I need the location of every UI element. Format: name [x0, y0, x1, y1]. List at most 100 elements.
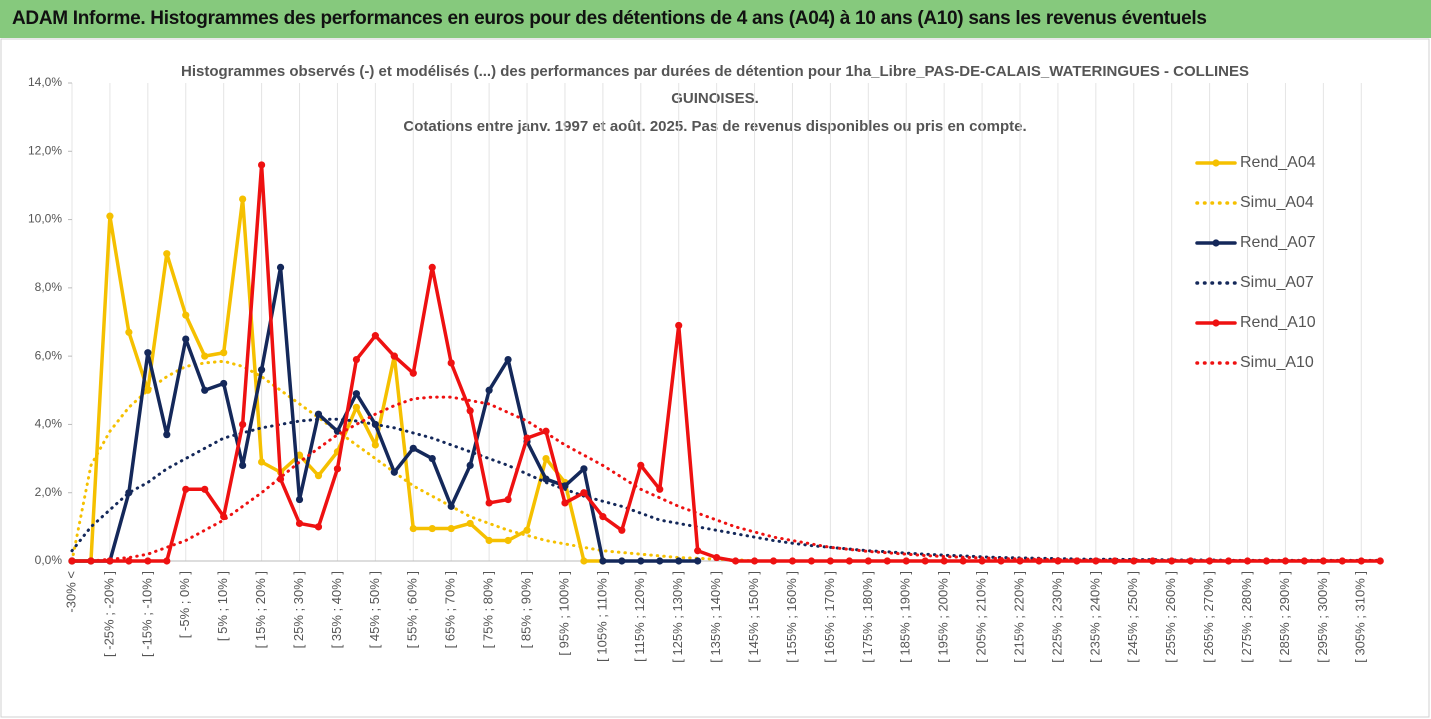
series-line [70, 265, 700, 563]
data-point [921, 557, 929, 565]
series-line [70, 163, 1382, 563]
legend-label: Rend_A04 [1240, 154, 1316, 171]
x-tick-label: [ 295% ; 300% ] [1315, 571, 1330, 663]
legend-marker [1212, 319, 1220, 327]
data-point [371, 332, 379, 340]
header: ADAM Informe. Histogrammes des performan… [0, 0, 1431, 38]
data-point [694, 557, 702, 565]
data-point [144, 557, 152, 565]
data-point [580, 557, 588, 565]
data-point [466, 519, 474, 528]
x-tick-label: [ 155% ; 160% ] [784, 571, 799, 663]
data-point [883, 557, 891, 565]
data-point [239, 195, 247, 203]
data-point [163, 431, 171, 439]
x-tick-label: [ 25% ; 30% ] [291, 571, 306, 648]
data-point [447, 524, 455, 533]
x-tick-label: [ -25% ; -20% ] [101, 571, 116, 657]
data-point [523, 434, 531, 442]
data-point [485, 386, 493, 394]
data-point [1338, 557, 1346, 565]
data-point [713, 553, 721, 562]
data-point [599, 513, 607, 521]
data-point [656, 557, 664, 565]
x-tick-label: [ 175% ; 180% ] [860, 571, 875, 663]
data-point [826, 557, 835, 565]
y-tick-label: 10,0% [28, 212, 62, 226]
series-line [70, 359, 1382, 563]
y-tick-label: 4,0% [35, 417, 63, 431]
data-point [390, 352, 398, 360]
x-tick-label: [ 45% ; 50% ] [367, 571, 382, 648]
data-point [504, 355, 512, 364]
x-tick-label: [ 215% ; 220% ] [1011, 571, 1026, 663]
x-tick-label: [ 15% ; 20% ] [253, 571, 268, 648]
data-point [182, 485, 190, 493]
data-point [352, 355, 360, 364]
data-point [106, 212, 114, 220]
data-point [258, 161, 266, 169]
data-point [201, 352, 209, 360]
x-tick-label: [ 235% ; 240% ] [1087, 571, 1102, 663]
data-point [333, 465, 342, 473]
data-point [959, 557, 967, 565]
chart-title: Cotations entre janv. 1997 et août. 2025… [403, 118, 1026, 135]
data-point [618, 526, 626, 534]
x-tick-label: [ 195% ; 200% ] [936, 571, 951, 663]
x-tick-label: [ 265% ; 270% ] [1201, 571, 1216, 663]
data-point [390, 468, 398, 476]
series-line [70, 417, 1382, 562]
data-point [428, 454, 436, 463]
data-point [637, 461, 645, 469]
x-tick-label: [ 35% ; 40% ] [329, 571, 344, 648]
data-point [447, 359, 455, 367]
legend-label: Simu_A04 [1240, 194, 1314, 211]
x-tick-label: [ 255% ; 260% ] [1163, 571, 1178, 663]
data-point [940, 557, 948, 565]
data-point [201, 386, 209, 394]
data-point [163, 250, 171, 258]
data-point [580, 489, 588, 497]
data-point [295, 519, 304, 528]
data-point [807, 557, 816, 565]
legend-marker [1212, 239, 1220, 247]
data-point [428, 263, 436, 271]
data-point [845, 557, 853, 565]
x-tick-label: [ 165% ; 170% ] [822, 571, 837, 663]
data-point [902, 557, 910, 565]
chart-title: GUINOISES. [671, 90, 759, 107]
data-point [599, 557, 607, 565]
x-tick-label: [ 305% ; 310% ] [1353, 571, 1368, 663]
data-point [732, 557, 740, 565]
data-point [788, 557, 797, 565]
chart-frame [0, 38, 1430, 718]
series-line [70, 395, 1382, 563]
y-tick-label: 6,0% [35, 348, 63, 362]
x-tick-label: [ 135% ; 140% ] [708, 571, 723, 663]
data-point [201, 485, 209, 493]
legend-label: Simu_A10 [1240, 354, 1314, 371]
data-point [523, 526, 531, 534]
data-point [637, 557, 645, 565]
data-point [466, 407, 474, 415]
x-tick-label: [ 55% ; 60% ] [405, 571, 420, 648]
x-tick-label: [ 105% ; 110% ] [594, 571, 609, 662]
data-point [675, 557, 683, 565]
data-point [144, 349, 152, 357]
data-point [220, 349, 228, 357]
legend-marker [1212, 159, 1220, 167]
x-tick-label: [ -5% ; 0% ] [177, 571, 192, 638]
data-point [258, 458, 266, 466]
x-tick-label: [ -15% ; -10% ] [139, 571, 154, 657]
data-point [352, 390, 360, 398]
x-tick-label: [ 85% ; 90% ] [518, 571, 533, 648]
data-point [504, 495, 512, 504]
x-tick-label: [ 95% ; 100% ] [556, 571, 571, 656]
data-point [295, 495, 304, 504]
x-tick-label: [ 285% ; 290% ] [1277, 571, 1292, 663]
x-tick-label: [ 245% ; 250% ] [1125, 571, 1140, 663]
data-point [258, 366, 266, 374]
data-point [371, 441, 379, 449]
data-point [352, 403, 360, 411]
